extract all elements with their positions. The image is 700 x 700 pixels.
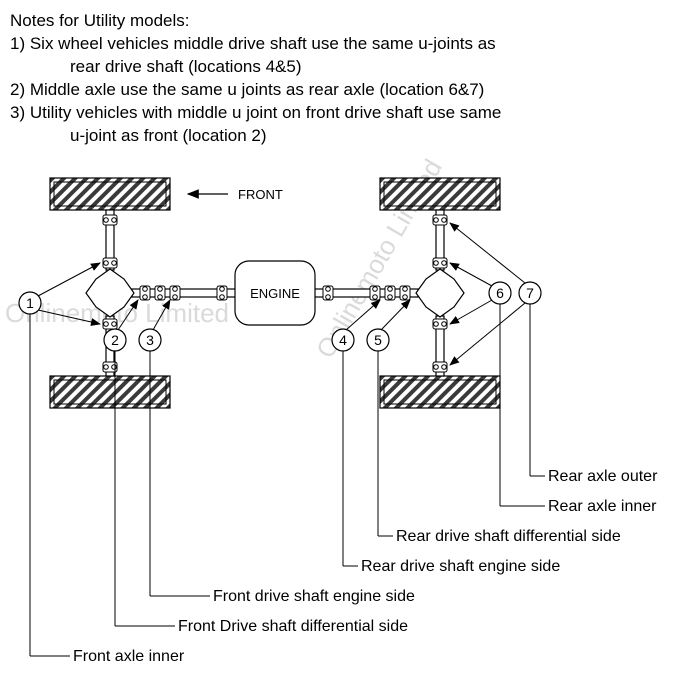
label-rear-axle-inner: Rear axle inner	[548, 498, 657, 516]
rear-left-wheel	[380, 178, 500, 210]
rear-differential	[416, 269, 464, 317]
notes-block: Notes for Utility models: 1) Six wheel v…	[10, 10, 690, 148]
callout-circle-5: 5	[367, 329, 389, 351]
notes-line: 2) Middle axle use the same u joints as …	[10, 79, 690, 102]
notes-line: 1) Six wheel vehicles middle drive shaft…	[10, 33, 690, 56]
notes-line: u-joint as front (location 2)	[10, 125, 690, 148]
engine-label: ENGINE	[250, 286, 300, 301]
svg-text:3: 3	[146, 332, 154, 348]
label-rear-shaft-engine: Rear drive shaft engine side	[361, 558, 560, 576]
callout-circle-7: 7	[519, 282, 541, 304]
callout-circle-2: 2	[104, 329, 126, 351]
svg-text:1: 1	[26, 295, 34, 311]
callout-circle-3: 3	[139, 329, 161, 351]
front-right-wheel	[50, 376, 170, 408]
front-label: FRONT	[238, 187, 283, 202]
notes-line: 3) Utility vehicles with middle u joint …	[10, 102, 690, 125]
label-front-shaft-diff: Front Drive shaft differential side	[178, 618, 408, 636]
callout-circle-1: 1	[19, 292, 41, 314]
front-left-wheel	[50, 178, 170, 210]
callout-circle-6: 6	[489, 282, 511, 304]
label-rear-axle-outer: Rear axle outer	[548, 468, 657, 486]
label-rear-shaft-diff: Rear drive shaft differential side	[396, 528, 621, 546]
svg-text:7: 7	[526, 285, 534, 301]
label-front-axle-inner: Front axle inner	[73, 648, 184, 666]
label-front-shaft-engine: Front drive shaft engine side	[213, 588, 415, 606]
notes-title: Notes for Utility models:	[10, 10, 690, 33]
notes-line: rear drive shaft (locations 4&5)	[10, 56, 690, 79]
svg-text:5: 5	[374, 332, 382, 348]
svg-text:4: 4	[339, 332, 347, 348]
svg-text:2: 2	[111, 332, 119, 348]
rear-right-wheel	[380, 376, 500, 408]
front-differential	[86, 269, 134, 317]
callout-circle-4: 4	[332, 329, 354, 351]
svg-text:6: 6	[496, 285, 504, 301]
drivetrain-diagram: Onlinemoto Limited Onlinemoto Limited	[10, 168, 690, 698]
